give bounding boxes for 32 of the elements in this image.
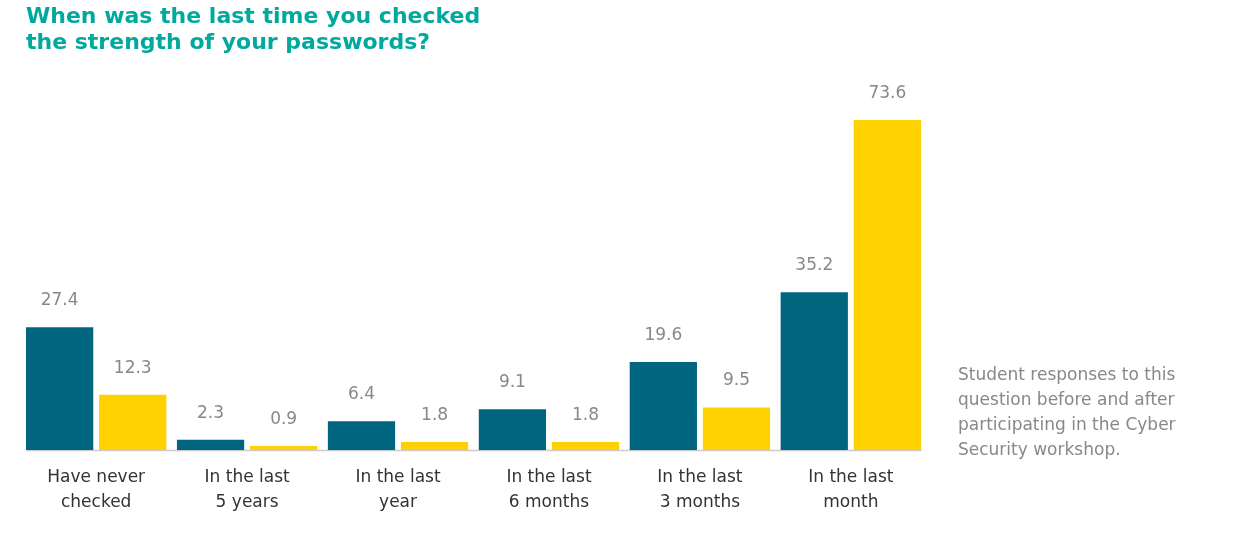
data-label: 0.9 <box>270 407 298 428</box>
bar <box>551 441 620 450</box>
x-tick-label: In the last month <box>808 465 894 511</box>
data-label: 1.8 <box>421 403 449 424</box>
data-label: 35.2 <box>795 254 834 275</box>
bar <box>400 441 469 450</box>
x-tick-label: In the last 6 months <box>506 465 592 511</box>
data-label: 6.4 <box>347 383 376 404</box>
bar <box>853 120 921 450</box>
bar <box>629 362 697 450</box>
data-label: 9.5 <box>722 369 750 390</box>
data-label: 73.6 <box>868 82 907 102</box>
bar <box>327 421 396 450</box>
data-label: 19.6 <box>644 324 683 345</box>
bar <box>250 445 318 450</box>
x-tick-label: In the last 3 months <box>657 465 743 511</box>
bar <box>478 409 547 450</box>
data-label: 27.4 <box>40 289 79 310</box>
bar <box>780 292 848 450</box>
bar <box>26 327 94 450</box>
bar <box>176 439 245 450</box>
bar <box>702 407 771 450</box>
data-label: 2.3 <box>197 401 225 422</box>
x-tick-label: In the last year <box>355 465 441 511</box>
data-label: 12.3 <box>113 356 152 377</box>
data-label: 1.8 <box>571 403 600 424</box>
text: Student responses to this question before and after participating in the Cyber Security workshop. <box>958 363 1177 461</box>
x-tick-label: In the last 5 years <box>204 465 291 511</box>
x-tick-label: Have never checked <box>47 465 146 511</box>
bar <box>99 394 167 450</box>
data-label: 9.1 <box>498 371 526 392</box>
chart-title: When was the last time you checked the strength of your passwords? <box>26 3 481 54</box>
